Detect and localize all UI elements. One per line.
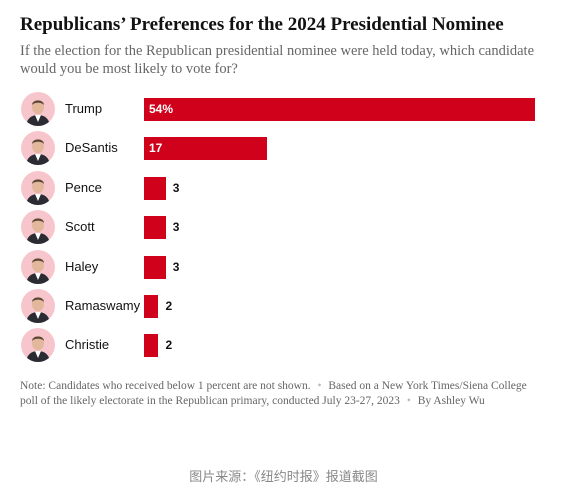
chart-title: Republicans’ Preferences for the 2024 Pr… — [20, 14, 504, 35]
bar-value-label: 17 — [149, 141, 163, 156]
candidate-name: Trump — [65, 101, 103, 116]
candidate-name: Scott — [65, 219, 95, 235]
bar-value-label: 2 — [165, 338, 173, 353]
bar-haley — [144, 255, 166, 279]
candidate-avatar — [21, 92, 55, 126]
chart-row-desantis: DeSantis 17 — [0, 131, 567, 167]
note-separator: • — [406, 395, 411, 407]
bar-value-label: 54% — [149, 102, 174, 116]
note-text: Note: Candidates who received below 1 pe… — [20, 380, 311, 392]
bar-christie — [144, 334, 159, 358]
candidate-avatar — [21, 328, 55, 363]
bar-chart: Trump 54% DeSantis 17 Pence 3 Scott 3 Haley 3 Rama… — [0, 88, 567, 373]
image-source-caption: 图片来源：《纽约时报》报道截图 — [189, 470, 378, 485]
bar-pence — [144, 176, 166, 200]
chart-row-scott: Scott 3 — [0, 210, 567, 246]
chart-row-pence: Pence 3 — [0, 170, 567, 207]
bar-trump — [144, 98, 535, 121]
candidate-name: DeSantis — [65, 140, 118, 156]
chart-row-christie: Christie 2 — [0, 328, 567, 364]
candidate-name: Pence — [65, 179, 102, 195]
bar-value-label: 3 — [172, 180, 180, 195]
bar-value-label: 3 — [172, 220, 180, 235]
chart-subtitle: If the election for the Republican presi… — [20, 43, 535, 77]
candidate-avatar — [21, 289, 55, 323]
bar-scott — [144, 216, 166, 240]
bar-ramaswamy — [144, 295, 159, 318]
candidate-avatar — [21, 131, 55, 166]
chart-note: Note: Candidates who received below 1 pe… — [20, 379, 540, 409]
note-separator: • — [317, 380, 322, 392]
candidate-name: Christie — [65, 337, 110, 353]
chart-row-haley: Haley 3 — [0, 249, 567, 286]
note-source: Based on a New York Times/Siena College … — [20, 380, 527, 407]
candidate-name: Ramaswamy — [65, 298, 141, 313]
note-byline: By Ashley Wu — [417, 395, 485, 407]
candidate-name: Haley — [65, 258, 99, 274]
bar-value-label: 3 — [172, 259, 180, 274]
candidate-avatar — [21, 249, 55, 284]
bar-desantis — [144, 137, 268, 161]
chart-row-trump: Trump 54% — [0, 92, 567, 128]
bar-value-label: 2 — [165, 299, 173, 313]
chart-row-ramaswamy: Ramaswamy 2 — [0, 289, 567, 325]
candidate-avatar — [21, 170, 55, 205]
candidate-avatar — [21, 210, 55, 245]
